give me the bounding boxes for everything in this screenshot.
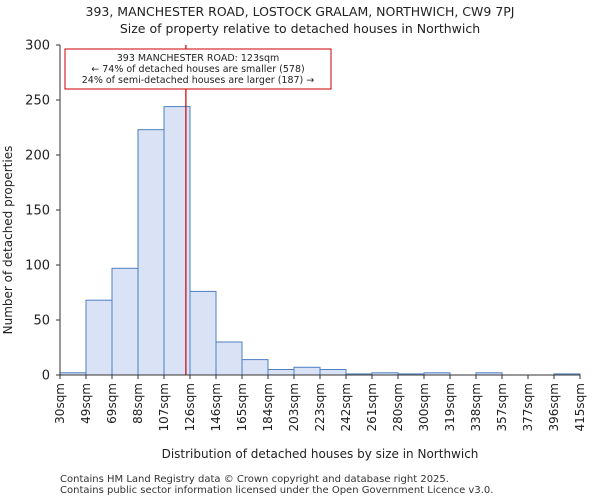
x-tick-label: 107sqm xyxy=(157,383,171,431)
histogram-bar-165sqm xyxy=(241,359,269,376)
x-tick-label: 357sqm xyxy=(495,383,509,431)
x-tick-label: 203sqm xyxy=(287,383,301,431)
y-axis-label: Number of detached properties xyxy=(1,146,15,335)
annotation-line-3: 24% of semi-detached houses are larger (… xyxy=(82,75,315,86)
footer-licence: Contains public sector information licen… xyxy=(60,485,494,496)
x-tick-label: 242sqm xyxy=(339,383,353,431)
y-tick-label: 150 xyxy=(25,204,50,219)
x-tick-label: 146sqm xyxy=(209,383,223,431)
footer-copyright: Contains HM Land Registry data © Crown c… xyxy=(60,474,449,485)
x-tick-label: 30sqm xyxy=(53,383,67,424)
x-tick-label: 300sqm xyxy=(417,383,431,431)
chart-subtitle: Size of property relative to detached ho… xyxy=(119,21,481,36)
x-tick-label: 88sqm xyxy=(131,383,145,424)
annotation-line-1: 393 MANCHESTER ROAD: 123sqm xyxy=(117,53,280,64)
histogram-bar-146sqm xyxy=(215,341,243,376)
histogram-bar-49sqm xyxy=(85,299,113,376)
annotation-line-2: ← 74% of detached houses are smaller (57… xyxy=(91,64,304,75)
x-tick-label: 415sqm xyxy=(573,383,587,431)
histogram-bar-69sqm xyxy=(111,267,139,376)
x-tick-label: 396sqm xyxy=(547,383,561,431)
x-tick-label: 377sqm xyxy=(521,383,535,431)
histogram-bar-203sqm xyxy=(293,366,321,376)
histogram-bar-184sqm xyxy=(267,369,295,376)
y-tick-label: 200 xyxy=(25,149,50,164)
annotation-box xyxy=(64,48,332,90)
y-tick-label: 100 xyxy=(25,259,50,274)
y-tick-label: 50 xyxy=(33,314,50,329)
y-tick-label: 250 xyxy=(25,94,50,109)
x-tick-label: 126sqm xyxy=(183,383,197,431)
chart-title: 393, MANCHESTER ROAD, LOSTOCK GRALAM, NO… xyxy=(85,4,515,19)
x-tick-label: 261sqm xyxy=(365,383,379,431)
x-tick-label: 49sqm xyxy=(79,383,93,424)
x-tick-label: 280sqm xyxy=(391,383,405,431)
x-tick-label: 69sqm xyxy=(105,383,119,424)
x-axis-label: Distribution of detached houses by size … xyxy=(162,447,479,461)
x-tick-label: 338sqm xyxy=(469,383,483,431)
histogram-bar-88sqm xyxy=(137,129,165,376)
y-tick-label: 300 xyxy=(25,39,50,54)
x-tick-label: 319sqm xyxy=(443,383,457,431)
histogram-bar-223sqm xyxy=(319,369,347,376)
y-tick-label: 0 xyxy=(42,369,50,384)
x-tick-label: 184sqm xyxy=(261,383,275,431)
x-tick-label: 165sqm xyxy=(235,383,249,431)
x-tick-label: 223sqm xyxy=(313,383,327,431)
histogram-bar-126sqm xyxy=(189,290,217,376)
